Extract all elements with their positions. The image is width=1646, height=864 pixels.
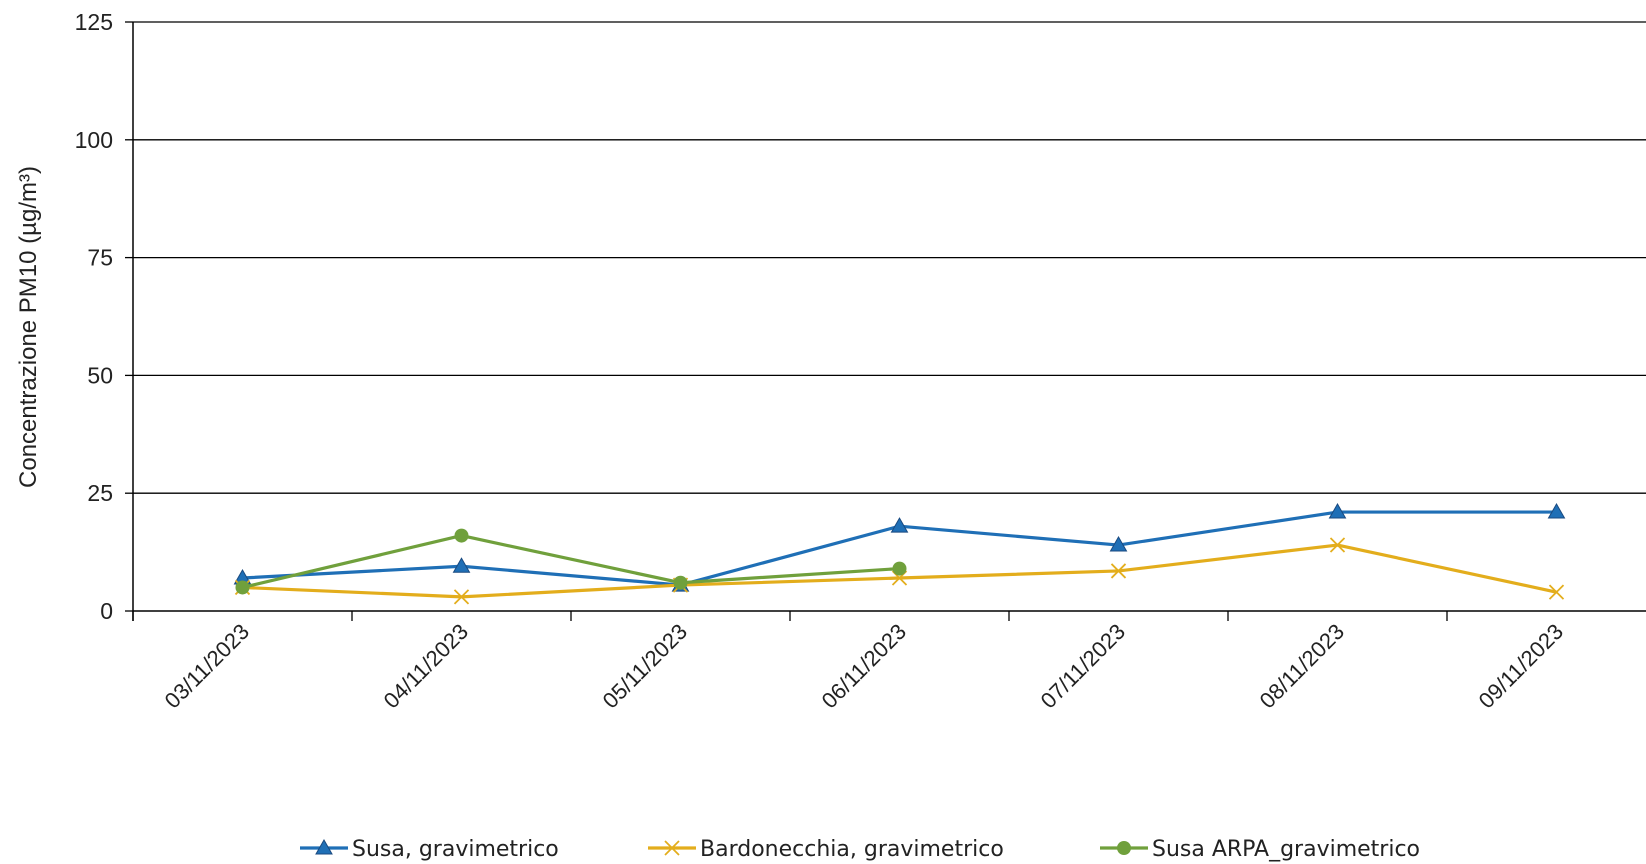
legend: Susa, gravimetrico Bardonecchia, gravimet… <box>300 837 1420 862</box>
x-tick-label: 04/11/2023 <box>379 619 473 713</box>
legend-label: Susa ARPA_gravimetrico <box>1152 837 1420 862</box>
legend-item-1: Bardonecchia, gravimetrico <box>648 837 1004 862</box>
legend-item-2: Susa ARPA_gravimetrico <box>1100 837 1420 862</box>
legend-label: Bardonecchia, gravimetrico <box>700 837 1004 862</box>
axes <box>132 22 1646 621</box>
data-point <box>454 528 469 543</box>
y-tick-label: 100 <box>75 127 113 153</box>
series-0 <box>233 503 1566 592</box>
series-line-2 <box>242 534 900 589</box>
y-tick-label: 25 <box>87 480 113 506</box>
y-axis-ticks: 0 25 50 75 100 125 <box>75 9 133 624</box>
data-point <box>235 580 250 595</box>
y-tick-label: 0 <box>100 598 113 624</box>
y-tick-label: 125 <box>75 9 113 35</box>
data-point <box>1548 584 1565 600</box>
y-tick-label: 75 <box>87 245 113 271</box>
legend-label: Susa, gravimetrico <box>352 837 559 862</box>
y-tick-label: 50 <box>87 362 113 388</box>
series-2 <box>235 528 907 595</box>
y-axis-label: Concentrazione PM10 (µg/m³) <box>15 166 42 488</box>
x-tick-label: 07/11/2023 <box>1036 619 1130 713</box>
data-point <box>1547 503 1566 519</box>
data-point <box>1109 536 1128 552</box>
x-tick-label: 08/11/2023 <box>1255 619 1349 713</box>
x-axis-ticks: 03/11/2023 04/11/2023 05/11/2023 06/11/2023… <box>132 611 1568 713</box>
x-tick-label: 03/11/2023 <box>160 619 254 713</box>
legend-marker <box>315 838 333 855</box>
legend-marker <box>1117 841 1131 855</box>
grid-lines <box>133 21 1646 494</box>
data-point <box>1110 563 1127 579</box>
data-point <box>1328 503 1347 519</box>
legend-marker <box>664 840 680 856</box>
data-point <box>453 589 470 605</box>
data-point <box>452 557 471 573</box>
data-point <box>890 517 909 533</box>
data-point <box>1329 537 1346 553</box>
x-tick-label: 09/11/2023 <box>1474 619 1568 713</box>
data-point <box>892 561 907 576</box>
legend-item-0: Susa, gravimetrico <box>300 837 559 862</box>
data-point <box>673 575 688 590</box>
x-tick-label: 05/11/2023 <box>598 619 692 713</box>
x-tick-label: 06/11/2023 <box>817 619 911 713</box>
series-group <box>233 503 1566 605</box>
